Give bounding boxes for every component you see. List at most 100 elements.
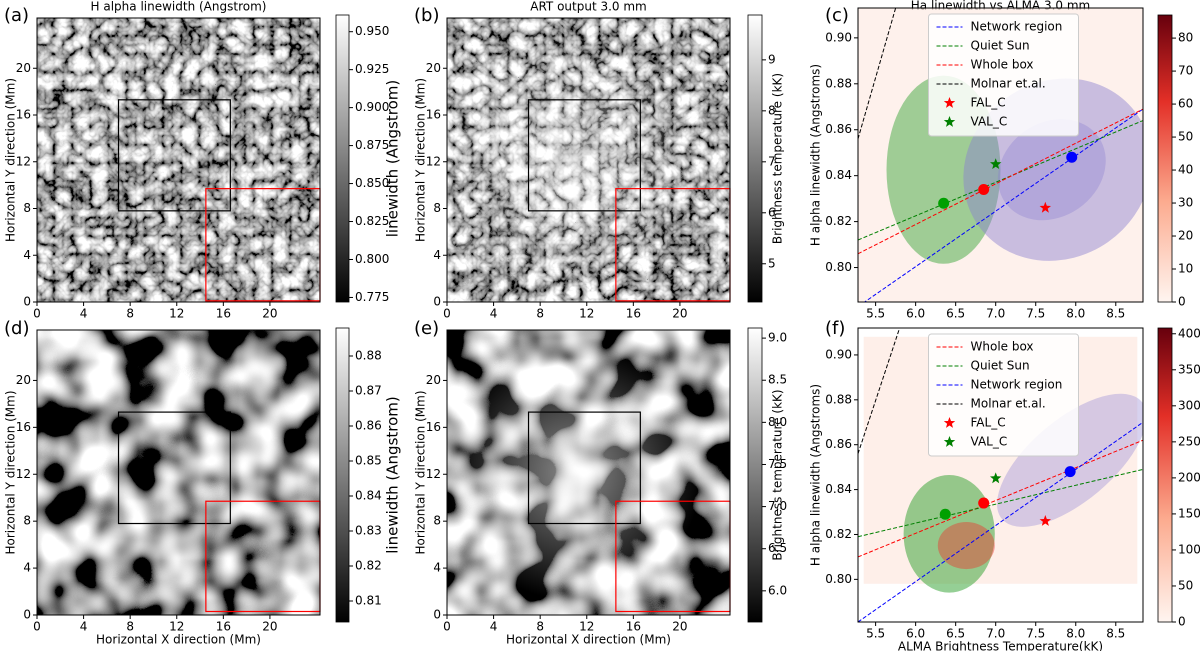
colorbar-tick-label: 300 <box>1178 398 1200 412</box>
colorbar <box>747 14 763 303</box>
y-tick-label: 8 <box>23 514 31 528</box>
mean-point <box>978 497 990 509</box>
colorbar-tick-label: 100 <box>1178 542 1200 556</box>
colorbar-tick-label: 8.5 <box>768 373 787 387</box>
mean-point <box>1064 466 1076 478</box>
colorbar-tick-label: 200 <box>1178 470 1200 484</box>
panel-label: (d) <box>4 318 29 339</box>
star-marker <box>1039 515 1051 526</box>
x-tick-label: 16 <box>626 307 641 321</box>
region-box <box>527 411 641 525</box>
y-axis-label: Horizontal Y direction (Mm) <box>4 78 18 242</box>
x-axis-label: ALMA Brightness Temperature(kK) <box>898 640 1103 651</box>
x-tick-label: 6.0 <box>906 627 925 641</box>
y-tick-label: 0 <box>23 295 31 309</box>
legend-swatch <box>943 417 956 428</box>
colorbar-tick-label: 150 <box>1178 506 1200 520</box>
colorbar-tick-label: 6.5 <box>768 541 787 555</box>
x-tick-label: 8 <box>126 620 134 634</box>
star-marker <box>990 472 1002 484</box>
colorbar-label: Brightness temperature (kK) <box>771 389 785 560</box>
y-axis-label: H alpha linewidth (Angstroms) <box>809 384 823 566</box>
y-tick-label: 0.80 <box>825 260 852 274</box>
colorbar-tick-label: 0.86 <box>355 419 382 433</box>
y-tick-label: 0.90 <box>825 30 852 44</box>
density-contour <box>997 393 1143 527</box>
colorbar <box>335 327 350 623</box>
x-tick-label: 16 <box>216 307 231 321</box>
y-tick-label: 0 <box>23 608 31 622</box>
y-tick-label: 0.84 <box>825 482 852 496</box>
x-tick-label: 0 <box>33 620 41 634</box>
x-tick-label: 12 <box>169 307 184 321</box>
legend-box <box>928 333 1079 457</box>
colorbar-tick-label: 50 <box>1178 578 1193 592</box>
y-tick-label: 4 <box>433 561 441 575</box>
axes-frame <box>36 17 321 303</box>
x-tick-label: 20 <box>672 307 687 321</box>
x-tick-label: 8 <box>536 307 544 321</box>
x-tick-label: 0 <box>443 620 451 634</box>
y-tick-label: 12 <box>426 467 441 481</box>
colorbar-tick-label: 0.800 <box>355 252 389 266</box>
x-tick-label: 12 <box>169 620 184 634</box>
legend-label: Whole box <box>971 58 1034 72</box>
mean-point <box>939 508 951 520</box>
legend-label: Network region <box>971 378 1063 392</box>
plot-area <box>858 328 1143 622</box>
fit-line <box>858 8 897 140</box>
colorbar-tick-label: 7 <box>768 154 776 168</box>
x-tick-label: 8.0 <box>1066 307 1085 321</box>
x-tick-label: 6.5 <box>946 627 965 641</box>
colorbar-label: Brightness temperature (kK) <box>771 73 785 244</box>
colorbar-tick-label: 10 <box>1178 262 1193 276</box>
legend-label: Whole box <box>971 340 1034 354</box>
fit-line <box>858 421 1143 622</box>
colorbar-tick-label: 9.0 <box>768 331 787 345</box>
axes-frame <box>857 7 1144 303</box>
x-tick-label: 12 <box>579 307 594 321</box>
y-tick-label: 20 <box>426 373 441 387</box>
y-tick-label: 0.88 <box>825 76 852 90</box>
star-marker <box>1039 201 1051 213</box>
legend-label: FAL_C <box>971 416 1006 430</box>
star-marker <box>990 158 1002 169</box>
colorbar-tick-label: 6 <box>768 205 776 219</box>
x-tick-label: 4 <box>80 620 88 634</box>
image-texture <box>37 18 320 302</box>
x-tick-label: 5.5 <box>866 307 885 321</box>
colorbar-label: linewidth (Angstrom) <box>384 396 402 554</box>
axes-frame <box>446 329 731 616</box>
colorbar-tick-label: 0.900 <box>355 100 389 114</box>
colorbar-tick-label: 0.88 <box>355 349 382 363</box>
y-tick-label: 20 <box>16 61 31 75</box>
colorbar-tick-label: 250 <box>1178 434 1200 448</box>
colorbar-tick-label: 0 <box>1178 295 1186 309</box>
axes-frame <box>446 17 731 303</box>
image-texture <box>37 330 320 615</box>
x-tick-label: 4 <box>80 307 88 321</box>
fit-line <box>858 468 1143 538</box>
density-contour <box>997 119 1106 221</box>
y-axis-label: Horizontal Y direction (Mm) <box>4 390 18 554</box>
y-tick-label: 0.80 <box>825 572 852 586</box>
colorbar-tick-label: 8.0 <box>768 415 787 429</box>
colorbar-tick-label: 0.83 <box>355 524 382 538</box>
x-tick-label: 7.0 <box>986 307 1005 321</box>
y-axis-label: Horizontal Y direction (Mm) <box>414 390 428 554</box>
colorbar-tick-label: 0.850 <box>355 176 389 190</box>
y-tick-label: 20 <box>16 373 31 387</box>
x-tick-label: 7.0 <box>986 627 1005 641</box>
y-tick-label: 0.82 <box>825 214 852 228</box>
colorbar-tick-label: 0.84 <box>355 489 382 503</box>
panel-title: H alpha linewidth (Angstrom) <box>91 0 267 14</box>
region-box <box>527 99 641 212</box>
legend-label: Molnar et.al. <box>971 397 1046 411</box>
x-tick-label: 8.0 <box>1066 627 1085 641</box>
colorbar-tick-label: 0.775 <box>355 290 389 304</box>
y-tick-label: 20 <box>426 61 441 75</box>
panel-label: (e) <box>414 318 439 339</box>
y-tick-label: 4 <box>23 248 31 262</box>
region-box <box>117 411 231 525</box>
